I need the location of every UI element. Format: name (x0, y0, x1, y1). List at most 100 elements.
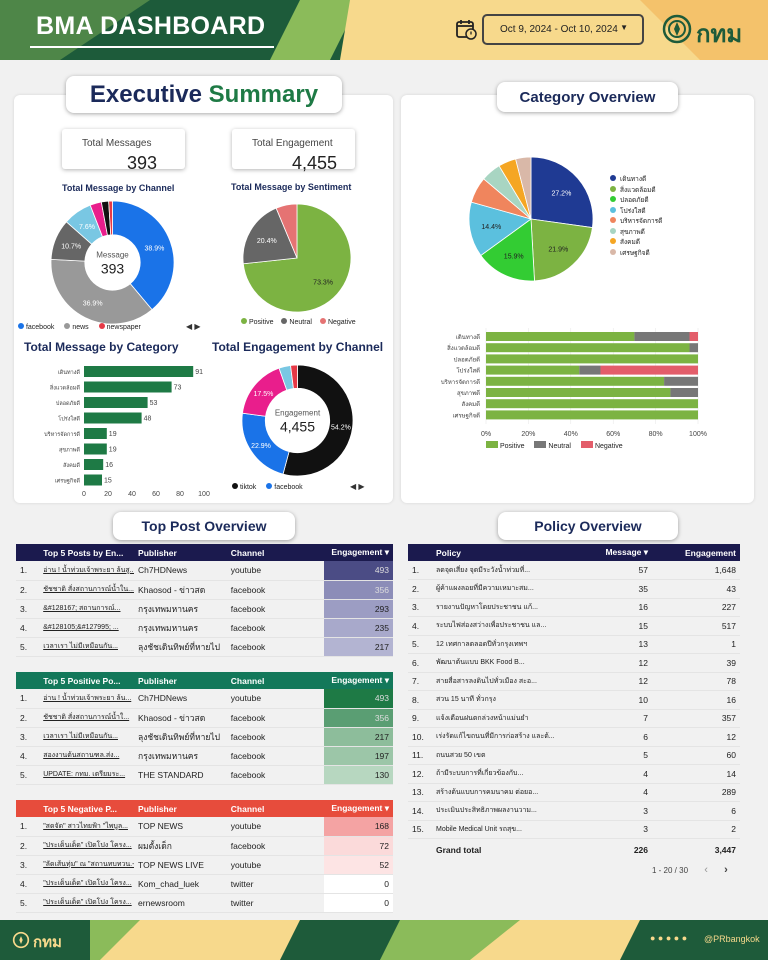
post-title-link[interactable]: &#128167; สถานการณ์... (39, 599, 135, 619)
next-page-button[interactable]: › (724, 864, 728, 876)
row-index: 8. (408, 690, 432, 710)
table-row[interactable]: 11. ถนนสวย 50 เขต 5 60 (408, 746, 740, 765)
category-tick-label: เศรษฐกิจดี (55, 478, 81, 485)
engagement-count: 517 (652, 616, 740, 636)
calendar-icon[interactable] (455, 18, 477, 40)
channel-cell: facebook (226, 765, 324, 785)
category-bar (84, 428, 107, 439)
stacked-segment (486, 388, 671, 397)
post-title-link[interactable]: ชัชชาติ สั่งสถานการณ์น้ำใ... (39, 708, 135, 728)
legend-dot (610, 175, 616, 181)
stacked-segment (689, 332, 698, 341)
legend-pager[interactable]: ◀ ▶ (186, 322, 201, 331)
table-row[interactable]: 5. UPDATE: กทม. เตรียมระ... THE STANDARD fa… (16, 765, 393, 785)
post-title-link[interactable]: ชัชชาติ สั่งสถานการณ์น้ำใน... (39, 580, 135, 600)
policy-name: สร้างต้นแบบการคมนาคม ต่อยอ... (432, 783, 582, 802)
table-row[interactable]: 5. 12 เทศกาลตลอดปีทั่วกรุงเทพฯ 13 1 (408, 635, 740, 654)
column-header[interactable]: Engagement ▾ (323, 544, 393, 561)
publisher-cell: Ch7HDNews (134, 689, 227, 709)
post-title-link[interactable]: UPDATE: กทม. เตรียมระ... (39, 765, 135, 785)
table-row[interactable]: 2. ชัชชาติ สั่งสถานการณ์น้ำใ... Khaosod - … (16, 708, 393, 728)
post-title-link[interactable]: เวลาเรา ไม่มีเหมือนกัน... (39, 727, 135, 747)
category-tick-label: บริหารจัดการดี (44, 431, 80, 438)
table-row[interactable]: 15. Mobile Medical Unit รถสุข... 3 2 (408, 820, 740, 839)
footer-bar: กทม ● ● ● ● ● @PRbangkok (0, 920, 768, 960)
footer-decoration (0, 920, 768, 960)
engagement-cell: 72 (323, 836, 393, 856)
channel-legend: facebook news newspaper (18, 323, 141, 331)
table-row[interactable]: 4. "ประเด็นเด็ด" เปิดโปง โครง... Kom_chad_… (16, 874, 393, 894)
post-title-link[interactable]: "ประเด็นเด็ด" เปิดโปง โครง... (39, 836, 135, 856)
column-header[interactable]: Engagement ▾ (323, 800, 393, 817)
table-row[interactable]: 4. ระบบไฟส่องสว่างเพื่อประชาชน แล... 15 517 (408, 616, 740, 636)
stacked-segment (486, 365, 580, 375)
legend-pager[interactable]: ◀ ▶ (350, 482, 365, 491)
top-post-overview-title: Top Post Overview (113, 512, 295, 540)
table-row[interactable]: 8. สวน 15 นาที ทั่วกรุง 10 16 (408, 690, 740, 710)
category-tick-label: ปลอดภัยดี (56, 400, 81, 407)
table-row[interactable]: 7. สายสื่อสารลงดินไปทั่วเมือง สะอ... 12 78 (408, 672, 740, 691)
post-title-link[interactable]: อ่าน ! น้ำท่วมเจ้าพระยา ล้นสู... (39, 561, 135, 581)
table-row[interactable]: 6. พัฒนาต้นแบบ BKK Food B... 12 39 (408, 653, 740, 673)
legend-label: สังคมดี (620, 239, 640, 246)
pie-slice (480, 218, 535, 282)
prev-page-button[interactable]: ‹ (704, 864, 708, 876)
table-row[interactable]: 4. &#128105;&#127995; ... กรุงเทพมหานคร fac… (16, 618, 393, 638)
table-row[interactable]: 1. "สดจัด" สาวไทยฟ้า "ไพบูล... TOP NEWS you… (16, 817, 393, 837)
post-title-link[interactable]: อ่าน ! น้ำท่วมเจ้าพระยา ล้น... (39, 689, 135, 709)
table-row[interactable]: 14. ประเมินประสิทธิภาพผลงานวาม... 3 6 (408, 801, 740, 821)
publisher-cell: Khaosod - ข่าวสด (134, 580, 227, 600)
message-count: 57 (582, 561, 652, 580)
table-row[interactable]: 3. รายงานปัญหาโดยประชาชน แก้... 16 227 (408, 598, 740, 617)
top5-negative-table: Top 5 Negative P... Publisher Channel Engag… (16, 800, 393, 913)
table-row[interactable]: 1. อ่าน ! น้ำท่วมเจ้าพระยา ล้นสู... Ch7HDN… (16, 561, 393, 581)
publisher-cell: กรุงเทพมหานคร (134, 746, 227, 766)
row-index: 12. (408, 764, 432, 784)
table-row[interactable]: 2. "ประเด็นเด็ด" เปิดโปง โครง... ผมตั้งเด็… (16, 836, 393, 856)
column-header[interactable]: Message ▾ (582, 544, 652, 561)
legend-newspaper: newspaper (98, 323, 141, 331)
publisher-cell: ernewsroom (134, 893, 227, 913)
date-range-picker[interactable]: Oct 9, 2024 - Oct 10, 2024 ▼ (482, 14, 644, 45)
row-index: 4. (408, 616, 432, 636)
message-count: 3 (582, 801, 652, 821)
post-title-link[interactable]: "สดจัด" สาวไทยฟ้า "ไพบูล... (39, 817, 135, 837)
post-title-link[interactable]: "ลัดเส้นทุ่ม" ณ "สถานทบทวน.-สุ... (39, 855, 135, 875)
bar-value-label: 15 (104, 478, 112, 485)
bar-value-label: 16 (105, 462, 113, 469)
policy-name: ประเมินประสิทธิภาพผลงานวาม... (432, 801, 582, 821)
table-row[interactable]: 3. &#128167; สถานการณ์... กรุงเทพมหานคร fac… (16, 599, 393, 619)
post-title-link[interactable]: เวลาเรา ไม่มีเหมือนกัน... (39, 637, 135, 657)
table-row[interactable]: 5. เวลาเรา ไม่มีเหมือนกัน... ลุงชัชเดินทิพ… (16, 637, 393, 657)
column-header: Publisher (134, 800, 227, 817)
row-index: 1. (408, 561, 432, 580)
table-row[interactable]: 13. สร้างต้นแบบการคมนาคม ต่อยอ... 4 289 (408, 783, 740, 802)
table-row[interactable]: 3. เวลาเรา ไม่มีเหมือนกัน... ลุงชัชเดินทิพ… (16, 727, 393, 747)
table-row[interactable]: 4. สองงานต้นสถานฑล.ส่ง... กรุงเทพมหานคร fac… (16, 746, 393, 766)
column-header[interactable]: Engagement ▾ (323, 672, 393, 689)
table-row[interactable]: 5. "ประเด็นเด็ด" เปิดโปง โครง... ernewsroo… (16, 893, 393, 913)
channel-cell: facebook (226, 618, 324, 638)
table-row[interactable]: 1. อ่าน ! น้ำท่วมเจ้าพระยา ล้น... Ch7HDNew… (16, 689, 393, 709)
post-title-link[interactable]: &#128105;&#127995; ... (39, 618, 135, 638)
table-row[interactable]: 10. เร่งรัดแก้ไขถนนที่มีการก่อสร้าง และต้… (408, 727, 740, 747)
post-title-link[interactable]: "ประเด็นเด็ด" เปิดโปง โครง... (39, 893, 135, 913)
table-row[interactable]: 2. ผู้ค้าแผงลอยที่มีความเหมาะสม... 35 43 (408, 579, 740, 599)
category-tick-label: สิ่งแวดล้อมดี (447, 344, 480, 352)
category-pie-chart: 27.2% 21.9% 15.9% 14.4% (468, 156, 594, 282)
table-row[interactable]: 12. ถ้ามีระบบการที่เกี่ยวข้องกับ... 4 14 (408, 764, 740, 784)
row-index: 13. (408, 783, 432, 802)
table-row[interactable]: 9. แจ้งเตือนฝนตกล่วงหน้าแม่นยำ 7 357 (408, 709, 740, 728)
table-row[interactable]: 3."ลัดเส้นทุ่ม" ณ "สถานทบทวน.-สุ...TOP N… (16, 855, 393, 875)
message-count: 5 (582, 746, 652, 765)
executive-summary-title: Executive Summary (66, 76, 342, 113)
post-title-link[interactable]: "ประเด็นเด็ด" เปิดโปง โครง... (39, 874, 135, 894)
slice-label: 17.5% (254, 391, 274, 398)
post-title-link[interactable]: สองงานต้นสถานฑล.ส่ง... (39, 746, 135, 766)
table-row[interactable]: 2. ชัชชาติ สั่งสถานการณ์น้ำใน... Khaosod -… (16, 580, 393, 600)
legend-positive: Positive (486, 441, 524, 450)
table-row[interactable]: 1. ลดจุดเสี่ยง จุดมีระวังน้ำท่วมที่... 57 1… (408, 561, 740, 580)
title-underline (30, 46, 274, 48)
engagement-cell: 217 (323, 637, 393, 657)
legend-dot (610, 206, 616, 213)
